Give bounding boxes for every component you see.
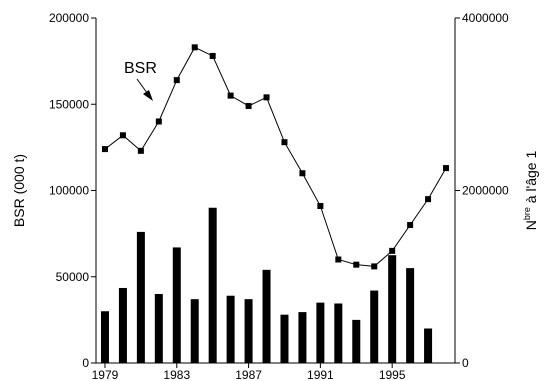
- left-tick-label: 0: [82, 356, 89, 370]
- bsr-point: [335, 256, 342, 263]
- bsr-point: [119, 132, 126, 139]
- left-tick-label: 50000: [56, 270, 90, 284]
- recruitment-bar: [208, 207, 217, 363]
- bsr-point: [317, 203, 324, 210]
- bsr-point: [173, 77, 180, 84]
- bsr-point: [191, 44, 198, 51]
- bsr-point: [353, 261, 360, 268]
- bsr-point: [407, 222, 414, 228]
- bsr-point: [263, 94, 270, 101]
- bsr-point: [389, 247, 396, 254]
- left-tick-label: 100000: [49, 184, 89, 198]
- recruitment-bar: [370, 290, 379, 363]
- right-tick-label: 2000000: [462, 184, 509, 198]
- x-tick-label: 1987: [235, 368, 262, 381]
- bsr-point: [425, 196, 432, 203]
- bsr-annotation-arrow-head: [143, 90, 153, 101]
- right-tick-label: 4000000: [462, 11, 509, 25]
- left-tick-label: 200000: [49, 11, 89, 25]
- recruitment-bar: [190, 299, 199, 363]
- recruitment-bar: [172, 247, 181, 363]
- recruitment-bar: [298, 312, 307, 363]
- line-layer: [101, 44, 450, 270]
- recruitment-bar: [226, 295, 235, 363]
- right-axis-label-main: N: [523, 220, 539, 230]
- recruitment-bar: [154, 294, 163, 363]
- recruitment-bar: [136, 231, 145, 363]
- recruitment-bar: [244, 299, 253, 363]
- recruitment-bar: [388, 255, 397, 363]
- recruitment-bar: [280, 314, 289, 363]
- recruitment-bar: [352, 319, 361, 363]
- x-tick-label: 1995: [379, 368, 406, 381]
- right-tick-label: 0: [462, 356, 469, 370]
- recruitment-bar: [100, 311, 109, 363]
- recruitment-bar: [262, 269, 271, 363]
- left-tick-label: 150000: [49, 97, 89, 111]
- bars-layer: [100, 207, 433, 363]
- bsr-point: [137, 147, 144, 154]
- bsr-annotation: BSR: [124, 60, 157, 77]
- bsr-point: [443, 165, 450, 172]
- bsr-point: [281, 139, 288, 146]
- recruitment-bar: [406, 268, 415, 363]
- x-tick-label: 1983: [163, 368, 190, 381]
- recruitment-bar: [118, 287, 127, 363]
- recruitment-bar: [424, 328, 433, 363]
- x-tick-label: 1991: [307, 368, 334, 381]
- bsr-point: [209, 52, 216, 59]
- bsr-point: [299, 170, 306, 177]
- recruitment-bar: [334, 303, 343, 363]
- bsr-line: [104, 46, 447, 267]
- right-axis-label-rest: à l'âge 1: [523, 151, 539, 208]
- right-axis-label-sup: bre: [522, 207, 532, 220]
- bsr-point: [245, 102, 252, 109]
- bsr-point: [371, 263, 378, 270]
- left-axis-label: BSR (000 t): [11, 154, 27, 227]
- ticks-layer: 0500001000001500002000000200000040000001…: [49, 11, 509, 381]
- bsr-point: [227, 92, 234, 99]
- recruitment-bar: [316, 302, 325, 363]
- bsr-point: [155, 118, 162, 125]
- right-axis-label: Nbre à l'âge 1: [522, 151, 539, 231]
- x-tick-label: 1979: [92, 368, 119, 381]
- bsr-point: [101, 146, 108, 153]
